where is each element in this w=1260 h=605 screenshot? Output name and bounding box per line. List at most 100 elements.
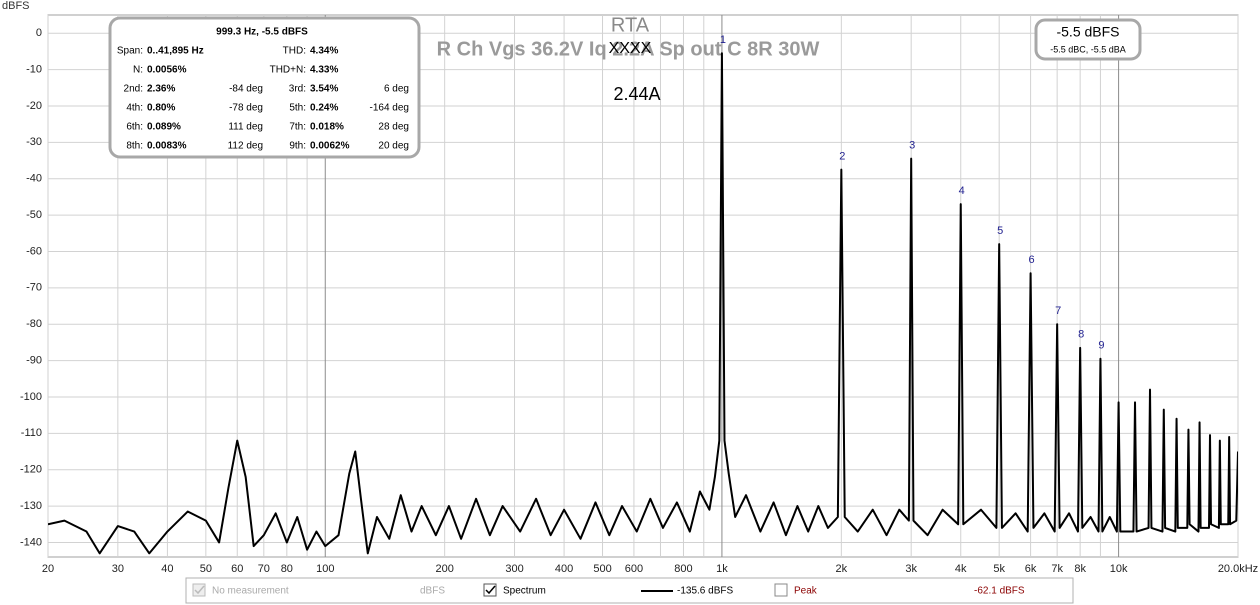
info-cell: 0.0062%	[310, 141, 350, 152]
x-tick-label: 10k	[1110, 563, 1128, 575]
checkbox[interactable]	[192, 583, 206, 597]
info-cell: 0.018%	[310, 122, 344, 133]
check-mark	[485, 585, 496, 595]
info-cell: 6th:	[126, 122, 143, 133]
info-cell: 0.24%	[310, 103, 338, 114]
info-cell: 0.089%	[147, 122, 181, 133]
x-tick-label: 30	[112, 563, 124, 575]
info-cell: 4.34%	[310, 46, 338, 57]
info-cell: 2nd:	[124, 84, 143, 95]
info-cell: -164 deg	[370, 103, 409, 114]
y-tick-label: -30	[26, 136, 42, 148]
info-cell: 6 deg	[384, 84, 409, 95]
status-text: -135.6 dBFS	[677, 586, 733, 597]
readout-detail: -5.5 dBC, -5.5 dBA	[1050, 44, 1126, 54]
checkbox[interactable]	[483, 583, 497, 597]
harmonic-label: 5	[997, 225, 1003, 237]
x-tick-label: 2k	[836, 563, 848, 575]
info-cell: 8th:	[126, 141, 143, 152]
check-mark	[194, 585, 205, 595]
y-tick-label: -140	[20, 536, 42, 548]
info-cell: -84 deg	[229, 84, 263, 95]
y-tick-label: -110	[21, 427, 42, 439]
harmonic-label: 2	[839, 151, 845, 163]
status-text: No measurement	[212, 586, 289, 597]
harmonic-label: 7	[1055, 305, 1061, 317]
info-cell: 28 deg	[378, 122, 409, 133]
status-text: Peak	[794, 586, 818, 597]
info-cell: THD+N:	[270, 65, 306, 76]
y-tick-label: -80	[26, 318, 42, 330]
chart-subtitle: R Ch Vgs 36.2V Iq 2.2A Sp out C 8R 30W	[437, 38, 820, 60]
spectrum-line	[48, 52, 1238, 555]
status-bar: No measurement dBFS Spectrum -135.6 dBFS…	[185, 577, 1074, 604]
x-tick-label: 200	[435, 563, 453, 575]
info-cell: 0.0056%	[147, 65, 187, 76]
x-tick-label: 100	[316, 563, 334, 575]
y-tick-label: -100	[20, 391, 42, 403]
status-text: -62.1 dBFS	[974, 586, 1025, 597]
info-header: 999.3 Hz, -5.5 dBFS	[216, 27, 308, 38]
x-tick-label: 20	[42, 563, 54, 575]
x-tick-label: 3k	[905, 563, 917, 575]
info-cell: 20 deg	[378, 141, 409, 152]
readout-box	[1034, 18, 1142, 61]
checkbox[interactable]	[774, 583, 788, 597]
x-tick-label: 60	[231, 563, 243, 575]
harmonic-label: 3	[909, 140, 915, 152]
x-tick-label: 8k	[1074, 563, 1086, 575]
x-tick-label: 500	[593, 563, 611, 575]
harmonic-label: 4	[959, 185, 965, 197]
status-text: Spectrum	[503, 586, 546, 597]
y-tick-label: -10	[26, 63, 42, 75]
readout-value: -5.5 dBFS	[1056, 24, 1119, 40]
harmonic-label: 8	[1078, 329, 1084, 341]
x-tick-label: 600	[625, 563, 643, 575]
annotation: 2.44A	[613, 84, 660, 104]
info-box	[108, 16, 421, 159]
info-cell: Span:	[117, 46, 143, 57]
info-cell: 9th:	[289, 141, 306, 152]
x-tick-label: 4k	[955, 563, 967, 575]
y-tick-label: -70	[26, 282, 42, 294]
x-tick-label: 6k	[1025, 563, 1037, 575]
annotation: XXXX	[609, 40, 652, 57]
info-cell: 0.80%	[147, 103, 175, 114]
y-tick-label: -50	[26, 209, 42, 221]
status-text: dBFS	[420, 586, 445, 597]
info-cell: N:	[133, 65, 143, 76]
info-cell: 7th:	[289, 122, 306, 133]
info-cell: 3rd:	[289, 84, 306, 95]
info-cell: 111 deg	[228, 122, 263, 133]
harmonic-label: 6	[1029, 254, 1035, 266]
y-tick-label: 0	[36, 27, 42, 39]
y-tick-label: -90	[26, 354, 42, 366]
x-tick-label: 50	[200, 563, 212, 575]
x-tick-label: 7k	[1051, 563, 1063, 575]
info-cell: -78 deg	[229, 103, 263, 114]
info-cell: 4.33%	[310, 65, 338, 76]
x-tick-label: 80	[281, 563, 293, 575]
x-tick-label: 70	[258, 563, 270, 575]
x-tick-label: 5k	[993, 563, 1005, 575]
chart-title: RTA	[611, 14, 650, 36]
y-axis-label: dBFS	[2, 0, 30, 12]
x-tick-label: 800	[674, 563, 692, 575]
info-cell: 4th:	[126, 103, 143, 114]
y-tick-label: -120	[20, 464, 42, 476]
x-tick-label: 300	[505, 563, 523, 575]
info-cell: 3.54%	[310, 84, 338, 95]
x-tick-label: 20.0kHz	[1218, 563, 1258, 575]
x-tick-label: 1k	[716, 563, 728, 575]
x-tick-label: 400	[555, 563, 573, 575]
info-cell: 2.36%	[147, 84, 175, 95]
info-cell: THD:	[283, 46, 306, 57]
y-tick-label: -40	[26, 173, 42, 185]
y-tick-label: -20	[26, 100, 42, 112]
harmonic-label: 1	[720, 34, 726, 46]
y-tick-label: -60	[26, 245, 42, 257]
info-cell: 5th:	[289, 103, 306, 114]
